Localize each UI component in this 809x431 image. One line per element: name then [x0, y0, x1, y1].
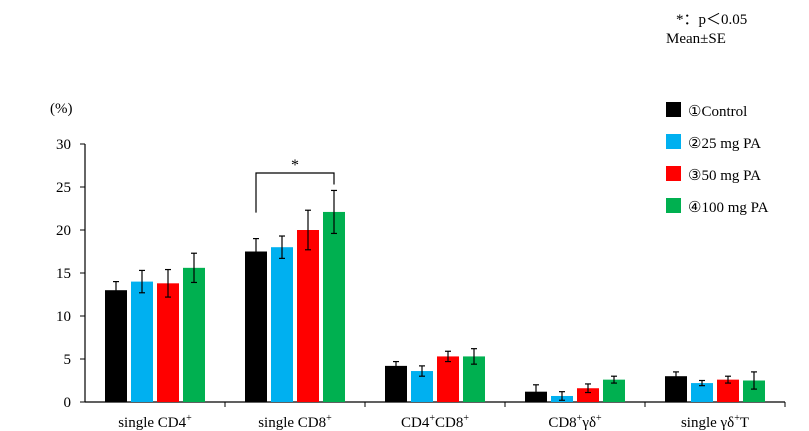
x-tick-label: CD4+CD8+: [401, 413, 469, 431]
bar: [691, 383, 713, 402]
significance-note: *：p＜0.05: [676, 12, 748, 28]
legend-swatch: [666, 198, 681, 213]
y-tick-label: 25: [56, 180, 71, 196]
bar: [665, 376, 687, 402]
legend-swatch: [666, 102, 681, 117]
legend-label: ②25 mg PA: [688, 136, 761, 152]
y-tick-label: 30: [56, 137, 71, 153]
y-tick-label: 15: [56, 266, 71, 282]
legend-label: ③50 mg PA: [688, 168, 761, 184]
bar: [157, 283, 179, 402]
bar: [385, 365, 407, 402]
y-tick-label: 5: [64, 352, 72, 368]
significance-star: *: [291, 157, 299, 174]
bar: [245, 251, 267, 402]
bar: [183, 267, 205, 402]
significance-bracket: [255, 172, 335, 213]
x-tick-label: single γδ+T: [681, 413, 749, 431]
bar: [271, 247, 293, 402]
y-axis-label: (%): [50, 101, 73, 117]
y-tick-label: 0: [64, 395, 72, 411]
bar: [463, 356, 485, 402]
legend-label: ①Control: [688, 104, 747, 120]
bar: [297, 230, 319, 402]
bar: [323, 211, 345, 402]
x-tick-label: CD8+γδ+: [548, 413, 602, 431]
legend-swatch: [666, 134, 681, 149]
y-tick-label: 10: [56, 309, 71, 325]
x-tick-label: single CD8+: [258, 413, 332, 431]
bar: [437, 356, 459, 402]
x-tick-label: single CD4+: [118, 413, 192, 431]
bar: [131, 281, 153, 402]
y-tick-label: 20: [56, 223, 71, 239]
legend-swatch: [666, 166, 681, 181]
bar: [743, 380, 765, 402]
bar: [105, 290, 127, 402]
legend-label: ④100 mg PA: [688, 200, 769, 216]
bar: [717, 379, 739, 402]
bar: [603, 379, 625, 402]
stat-note: Mean±SE: [666, 31, 726, 47]
bar: [577, 388, 599, 402]
bar: [411, 371, 433, 402]
